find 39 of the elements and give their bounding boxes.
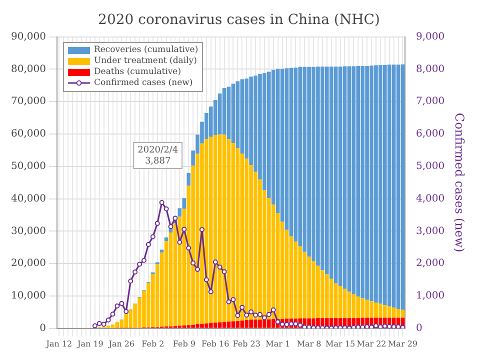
y2-tick-label: 5,000: [416, 160, 445, 172]
legend-label: Confirmed cases (new): [94, 78, 193, 89]
y-tick-label: 40,000: [10, 193, 46, 204]
chart-title: 2020 coronavirus cases in China (NHC): [98, 12, 380, 28]
x-tick-label: Feb 16: [202, 339, 230, 348]
y-tick-label: 10,000: [10, 290, 46, 302]
y2-tick-label: 9,000: [416, 31, 445, 42]
y2-tick-label: 3,000: [416, 226, 445, 237]
x-tick-label: Mar 1: [266, 339, 290, 348]
x-tick-label: Mar 22: [356, 339, 386, 348]
y2-tick-label: 2,000: [416, 258, 445, 270]
x-tick-label: Jan 12: [45, 339, 72, 348]
y-tick-label: 90,000: [10, 31, 46, 42]
y-tick-label: 70,000: [10, 96, 46, 108]
x-tick-label: Feb 9: [172, 339, 196, 348]
x-tick-label: Mar 8: [296, 339, 322, 348]
x-tick-label: Mar 29: [388, 339, 418, 348]
y-tick-label: 60,000: [10, 128, 46, 140]
x-tick-label: Feb 2: [142, 339, 164, 348]
x-tick-label: Mar 15: [326, 339, 356, 348]
annotation: 2020/2/4 3,887: [138, 145, 178, 166]
y-tick-label: 50,000: [10, 160, 46, 172]
y-tick-label: 20,000: [10, 258, 46, 270]
y-tick-label: 30,000: [10, 226, 46, 237]
legend-label: Recoveries (cumulative): [94, 44, 198, 56]
y2-tick-label: 1,000: [416, 290, 445, 302]
x-tick-label: Feb 23: [232, 339, 260, 348]
y-tick-label: 0: [40, 322, 46, 334]
x-tick-label: Jan 19: [76, 339, 104, 348]
legend-label: Deaths (cumulative): [94, 66, 182, 78]
y-tick-label: 80,000: [10, 64, 46, 75]
y2-tick-label: 6,000: [416, 128, 445, 140]
y2-tick-label: 7,000: [416, 96, 445, 108]
y2-tick-label: 0: [416, 322, 422, 334]
legend-label: Under treatment (daily): [94, 56, 197, 67]
x-tick-label: Jan 26: [108, 339, 135, 348]
y2-axis-title: Confirmed cases (new): [452, 112, 467, 252]
y2-tick-label: 8,000: [416, 64, 445, 75]
y2-tick-label: 4,000: [416, 193, 445, 204]
